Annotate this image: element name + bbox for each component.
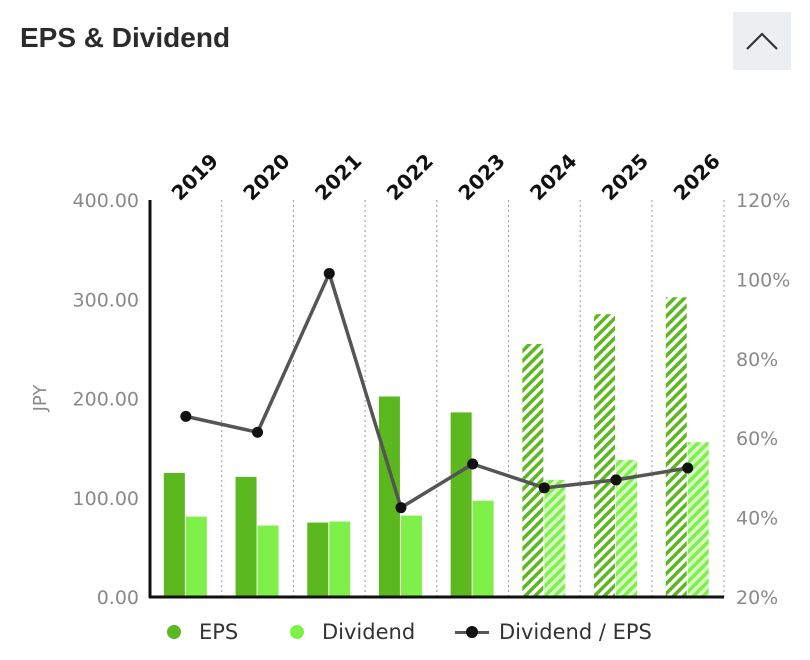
x-tick-label: 2026 — [669, 149, 725, 205]
eps-dividend-chart: 400.00 300.00 200.00 100.00 0.00 120% 100% 80% 6… — [30, 149, 790, 609]
x-tick-label: 2021 — [310, 149, 366, 205]
y2-tick-label: 20% — [736, 587, 778, 609]
chevron-up-icon — [746, 32, 778, 50]
y-tick-label: 400.00 — [73, 190, 139, 212]
payout-ratio-point — [252, 426, 264, 438]
payout-ratio-point — [323, 267, 335, 279]
dividend-bar — [544, 479, 566, 597]
y2-tick-label: 60% — [736, 428, 778, 450]
payout-ratio-point — [538, 482, 550, 494]
x-tick-label: 2024 — [525, 149, 581, 205]
eps-bar — [163, 472, 185, 597]
payout-ratio-point — [610, 474, 622, 486]
dividend-bar — [687, 442, 709, 597]
legend-payout-label: Dividend / EPS — [499, 620, 652, 644]
page-title: EPS & Dividend — [20, 22, 231, 53]
legend-eps-swatch — [167, 625, 181, 639]
chart-legend: EPS Dividend Dividend / EPS — [0, 618, 810, 652]
legend-dividend-label: Dividend — [322, 620, 416, 644]
y-tick-label: 0.00 — [97, 587, 139, 609]
dividend-bar — [616, 460, 638, 597]
y2-tick-label: 80% — [736, 349, 778, 371]
legend-item-payout[interactable]: Dividend / EPS — [455, 620, 652, 644]
y-tick-label: 200.00 — [73, 389, 139, 411]
collapse-button[interactable] — [733, 12, 791, 70]
x-tick-label: 2022 — [382, 149, 438, 205]
payout-ratio-line — [185, 271, 689, 510]
y2-tick-label: 40% — [736, 508, 778, 530]
x-tick-label: 2025 — [597, 149, 653, 205]
eps-bar — [522, 343, 544, 597]
legend-item-dividend[interactable]: Dividend — [290, 620, 415, 644]
y2-tick-label: 120% — [736, 190, 790, 212]
eps-bar — [307, 522, 329, 597]
x-tick-label: 2019 — [167, 149, 223, 205]
eps-bar — [450, 412, 472, 597]
legend-item-eps[interactable]: EPS — [167, 620, 238, 644]
dividend-bar — [472, 500, 494, 597]
legend-payout-swatch — [455, 625, 489, 639]
y-tick-label: 100.00 — [73, 488, 139, 510]
eps-bar — [594, 314, 616, 597]
payout-ratio-point — [395, 502, 407, 514]
eps-bar — [235, 476, 257, 597]
legend-dividend-swatch — [290, 625, 304, 639]
x-tick-label: 2020 — [238, 149, 294, 205]
y2-tick-label: 100% — [736, 269, 790, 291]
eps-bar — [665, 297, 687, 597]
eps-bar — [378, 396, 400, 597]
payout-ratio-point — [682, 462, 694, 474]
payout-ratio-point — [180, 410, 192, 422]
legend-eps-label: EPS — [199, 620, 239, 644]
y-axis-label: JPY — [30, 384, 51, 413]
dividend-bar — [257, 525, 279, 597]
payout-ratio-point — [467, 458, 479, 470]
dividend-bar — [185, 516, 207, 597]
x-tick-label: 2023 — [453, 149, 509, 205]
dividend-bar — [329, 521, 351, 597]
dividend-bar — [400, 515, 422, 597]
y-tick-label: 300.00 — [73, 289, 139, 311]
